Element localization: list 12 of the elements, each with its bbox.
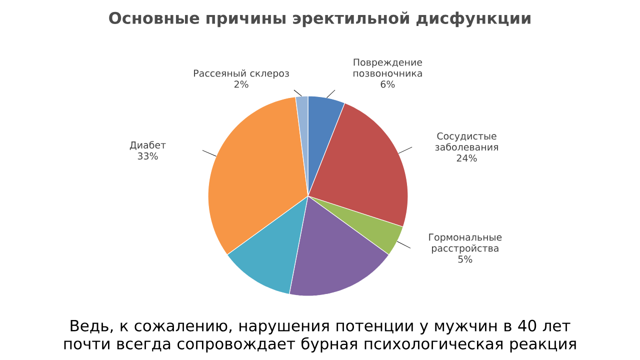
slice-label: Сосудистые заболевания	[435, 132, 498, 151]
data-label: 24%	[456, 154, 477, 162]
slice-label: Рассеяный склероз	[194, 69, 289, 79]
slice-label: Повреждение позвоночника	[354, 58, 422, 77]
text: Ведь, к сожалению, нарушения потенции у мужчин в 40 лет почти всегда сопровождает бурная психологическая реакция	[64, 320, 576, 352]
chart-title: Основные причины эректильной дисфункции	[109, 12, 530, 28]
data-label: 5%	[458, 256, 472, 263]
data-label: 2%	[234, 80, 248, 88]
slice-label: Диабет	[130, 141, 166, 150]
slice-label: Гормональные расстройства	[429, 234, 502, 254]
data-label: 6%	[380, 80, 395, 88]
data-label: 33%	[138, 152, 158, 160]
